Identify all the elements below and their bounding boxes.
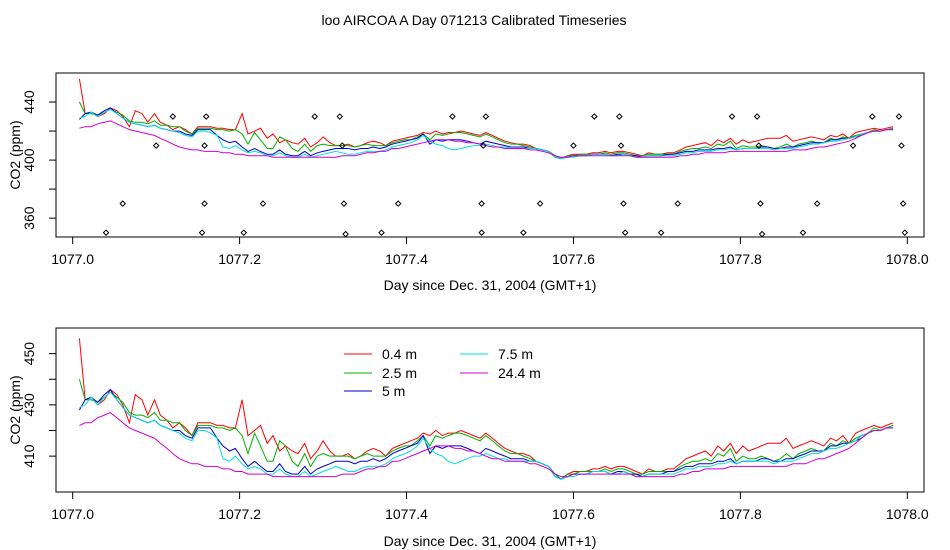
scatter-point xyxy=(799,229,807,236)
legend-label-1: 2.5 m xyxy=(382,365,417,381)
bottom-x-tick-label: 1077.0 xyxy=(51,506,94,522)
scatter-point xyxy=(868,113,876,120)
scatter-point xyxy=(311,113,319,120)
scatter-point xyxy=(758,230,766,238)
bottom-series-line-3 xyxy=(79,391,894,480)
scatter-point xyxy=(757,200,764,207)
scatter-point xyxy=(119,200,127,207)
bottom-series-group xyxy=(78,338,894,480)
top-y-axis-label: CO2 (ppm) xyxy=(7,120,23,189)
top-x-tick-label: 1077.8 xyxy=(719,251,762,267)
scatter-point xyxy=(901,229,909,236)
scatter-point xyxy=(591,113,598,120)
top-y-tick-label: 400 xyxy=(21,148,37,172)
scatter-point xyxy=(152,142,160,149)
scatter-point xyxy=(449,113,456,120)
scatter-point xyxy=(378,229,385,236)
top-series-group xyxy=(78,78,894,160)
scatter-point xyxy=(198,229,206,236)
scatter-point xyxy=(621,229,629,236)
scatter-point xyxy=(340,200,348,207)
scatter-point xyxy=(342,230,349,238)
scatter-point xyxy=(536,200,544,207)
bottom-series-line-4 xyxy=(79,412,894,478)
bottom-x-tick-label: 1077.6 xyxy=(552,506,595,522)
bottom-x-axis-label: Day since Dec. 31, 2004 (GMT+1) xyxy=(384,533,597,549)
scatter-point xyxy=(338,142,346,149)
legend-label-0: 0.4 m xyxy=(382,346,417,362)
bottom-y-tick-label: 450 xyxy=(21,342,37,366)
scatter-point xyxy=(620,200,627,207)
scatter-point xyxy=(520,229,527,236)
bottom-x-tick-label: 1077.8 xyxy=(719,506,762,522)
scatter-point xyxy=(617,142,625,149)
chart-title: loo AIRCOA A Day 071213 Calibrated Times… xyxy=(321,12,626,28)
scatter-point xyxy=(259,200,267,207)
legend-label-3: 7.5 m xyxy=(498,346,533,362)
top-x-tick-label: 1077.6 xyxy=(552,251,595,267)
scatter-point xyxy=(898,142,905,149)
bottom-x-tick-label: 1078.0 xyxy=(886,506,929,522)
scatter-point xyxy=(482,113,490,120)
scatter-point xyxy=(899,200,907,207)
bottom-y-axis-label: CO2 (ppm) xyxy=(7,375,23,444)
scatter-point xyxy=(102,229,110,236)
bottom-plot-frame xyxy=(55,327,925,493)
scatter-point xyxy=(755,142,763,149)
scatter-point xyxy=(169,113,177,120)
top-x-tick-label: 1078.0 xyxy=(886,251,929,267)
scatter-point xyxy=(728,113,736,120)
top-x-tick-label: 1077.4 xyxy=(385,251,428,267)
top-x-axis-label: Day since Dec. 31, 2004 (GMT+1) xyxy=(384,277,597,293)
scatter-point xyxy=(394,200,402,207)
scatter-point xyxy=(674,200,682,207)
bottom-series-line-0 xyxy=(78,338,894,480)
top-plot-frame xyxy=(55,72,925,238)
top-y-tick-label: 440 xyxy=(21,90,37,114)
top-x-tick-label: 1077.0 xyxy=(51,251,94,267)
bottom-y-tick-label: 410 xyxy=(21,444,37,468)
scatter-point xyxy=(201,142,208,149)
top-series-line-1 xyxy=(78,101,894,160)
scatter-point xyxy=(849,142,857,149)
scatter-point xyxy=(570,142,577,149)
scatter-point xyxy=(201,200,208,207)
bottom-series-line-2 xyxy=(78,388,894,480)
scatter-point xyxy=(895,113,903,120)
legend-label-2: 5 m xyxy=(382,383,405,399)
scatter-point xyxy=(478,229,485,236)
top-series-line-3 xyxy=(79,108,894,160)
top-panel: Day since Dec. 31, 2004 (GMT+1) CO2 (ppm… xyxy=(7,72,929,293)
bottom-panel: Day since Dec. 31, 2004 (GMT+1) CO2 (ppm… xyxy=(7,327,929,549)
scatter-point xyxy=(480,142,487,149)
scatter-point xyxy=(813,200,821,207)
legend-label-4: 24.4 m xyxy=(498,365,541,381)
scatter-point xyxy=(240,229,248,236)
scatter-point xyxy=(202,113,210,120)
scatter-point xyxy=(478,200,485,207)
scatter-point xyxy=(616,113,623,120)
top-x-tick-label: 1077.2 xyxy=(218,251,261,267)
top-y-tick-label: 360 xyxy=(21,206,37,230)
bottom-x-tick-label: 1077.4 xyxy=(385,506,428,522)
bottom-y-tick-label: 430 xyxy=(21,393,37,417)
scatter-point xyxy=(336,113,344,120)
bottom-series-line-1 xyxy=(78,379,894,480)
top-series-line-0 xyxy=(78,78,894,160)
scatter-point xyxy=(657,229,665,236)
scatter-point xyxy=(753,113,761,120)
bottom-x-tick-label: 1077.2 xyxy=(218,506,261,522)
